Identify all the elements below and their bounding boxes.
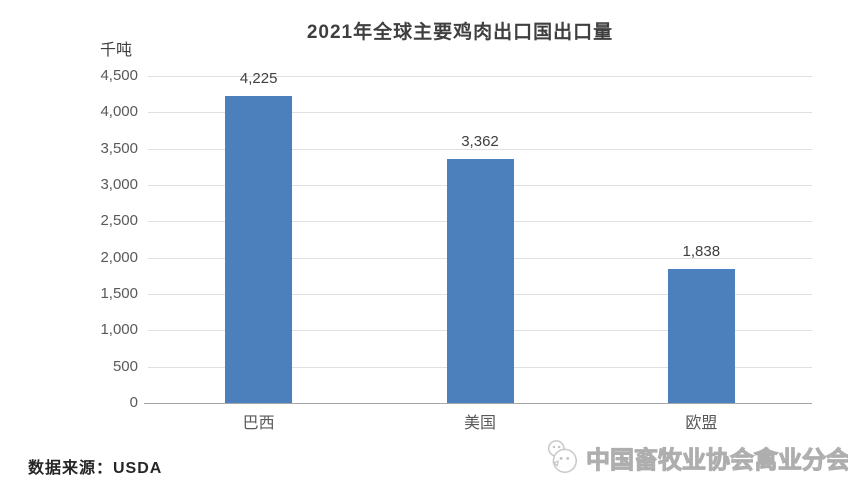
bar-value-label: 3,362 [461,132,499,150]
y-tick-label: 0 [129,394,138,411]
x-category-label: 美国 [463,415,496,432]
y-tick-label: 4,000 [100,103,138,121]
gridline [148,76,812,77]
x-category-label: 欧盟 [685,415,718,432]
y-tick-label: 500 [112,357,138,375]
watermark: 中国畜牧业协会禽业分会 [543,438,848,476]
chick-face-logo-icon [547,440,578,473]
gridline [148,112,812,114]
bar-value-label: 4,225 [239,69,278,87]
bar-巴西 [225,95,293,403]
y-tick-label: 2,500 [100,212,138,230]
y-axis-unit-label: 千吨 [100,42,133,59]
y-tick-label: 1,000 [100,321,138,339]
plot-area: 0 500 1,000 1,500 2,000 2,500 3,000 3,500 4,000 4… [100,67,812,432]
y-tick-label: 4,500 [100,67,138,84]
bar-美国 [446,158,514,403]
watermark-text: 中国畜牧业协会禽业分会 [586,446,848,474]
bar-欧盟 [667,269,735,403]
bar-value-label: 1,838 [682,243,721,261]
data-source-note: 数据来源：USDA [28,460,163,477]
y-tick-label: 2,000 [100,248,138,266]
y-tick-label: 1,500 [100,285,138,302]
y-tick-label: 3,000 [100,176,138,193]
gridline [148,148,812,150]
y-tick-label: 3,500 [100,139,138,157]
x-category-label: 巴西 [242,415,275,432]
x-axis-line [144,403,812,404]
chart-title: 2021年全球主要鸡肉出口国出口量 [306,22,614,43]
